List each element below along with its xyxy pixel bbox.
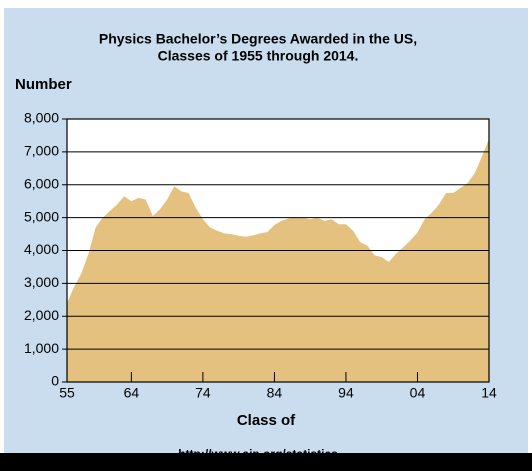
chart-title: Physics Bachelor’s Degrees Awarded in th… <box>99 31 417 47</box>
x-tick-label: 84 <box>267 385 283 401</box>
y-tick-label: 8,000 <box>24 110 59 126</box>
x-tick-label: 55 <box>59 385 75 401</box>
plot: 0 1,000 2,000 3,000 4,000 5,000 6,000 7,000 8,00… <box>24 110 497 401</box>
y-tick-label: 0 <box>51 373 59 389</box>
y-tick-label: 5,000 <box>24 208 59 224</box>
y-tick-label: 7,000 <box>24 143 59 159</box>
x-tick-label: 14 <box>481 385 497 401</box>
x-tick-label: 94 <box>338 385 354 401</box>
y-tick-label: 6,000 <box>24 175 59 191</box>
y-tick-label: 4,000 <box>24 241 59 257</box>
y-tick-label: 3,000 <box>24 274 59 290</box>
plot-border <box>66 118 490 383</box>
chart-title: Classes of 1955 through 2014. <box>158 48 359 64</box>
bottom-bar <box>0 453 532 471</box>
x-tick-label: 04 <box>410 385 426 401</box>
x-tick-label: 64 <box>124 385 140 401</box>
y-axis-label: Number <box>15 76 72 93</box>
y-tick-label: 2,000 <box>24 307 59 323</box>
x-tick-label: 74 <box>195 385 211 401</box>
x-axis-label: Class of <box>237 412 296 429</box>
area <box>67 138 489 382</box>
y-tick-label: 1,000 <box>24 340 59 356</box>
